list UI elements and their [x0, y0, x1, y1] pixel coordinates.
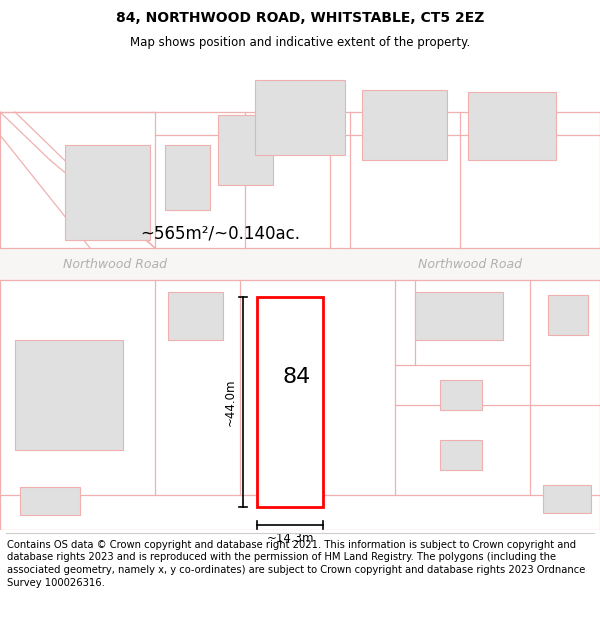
Bar	[20, 487, 80, 515]
Bar	[218, 115, 273, 185]
Bar	[440, 440, 482, 470]
Bar	[543, 485, 591, 513]
Bar	[362, 90, 447, 160]
Bar	[440, 380, 482, 410]
Bar	[255, 80, 345, 155]
Text: ~565m²/~0.140ac.: ~565m²/~0.140ac.	[140, 224, 300, 242]
Bar	[165, 145, 210, 210]
Text: Northwood Road: Northwood Road	[418, 258, 522, 271]
Bar	[168, 292, 223, 340]
Text: Northwood Road: Northwood Road	[63, 258, 167, 271]
Text: Contains OS data © Crown copyright and database right 2021. This information is : Contains OS data © Crown copyright and d…	[7, 539, 586, 588]
Text: ~44.0m: ~44.0m	[224, 378, 237, 426]
Text: 84: 84	[283, 367, 311, 387]
Bar	[15, 340, 123, 450]
Text: Map shows position and indicative extent of the property.: Map shows position and indicative extent…	[130, 36, 470, 49]
Bar	[65, 145, 150, 240]
Bar	[0, 248, 600, 280]
Bar	[257, 297, 323, 507]
Text: ~14.3m: ~14.3m	[266, 532, 314, 545]
Bar	[548, 295, 588, 335]
Bar	[468, 92, 556, 160]
Bar	[415, 292, 503, 340]
Text: 84, NORTHWOOD ROAD, WHITSTABLE, CT5 2EZ: 84, NORTHWOOD ROAD, WHITSTABLE, CT5 2EZ	[116, 11, 484, 24]
